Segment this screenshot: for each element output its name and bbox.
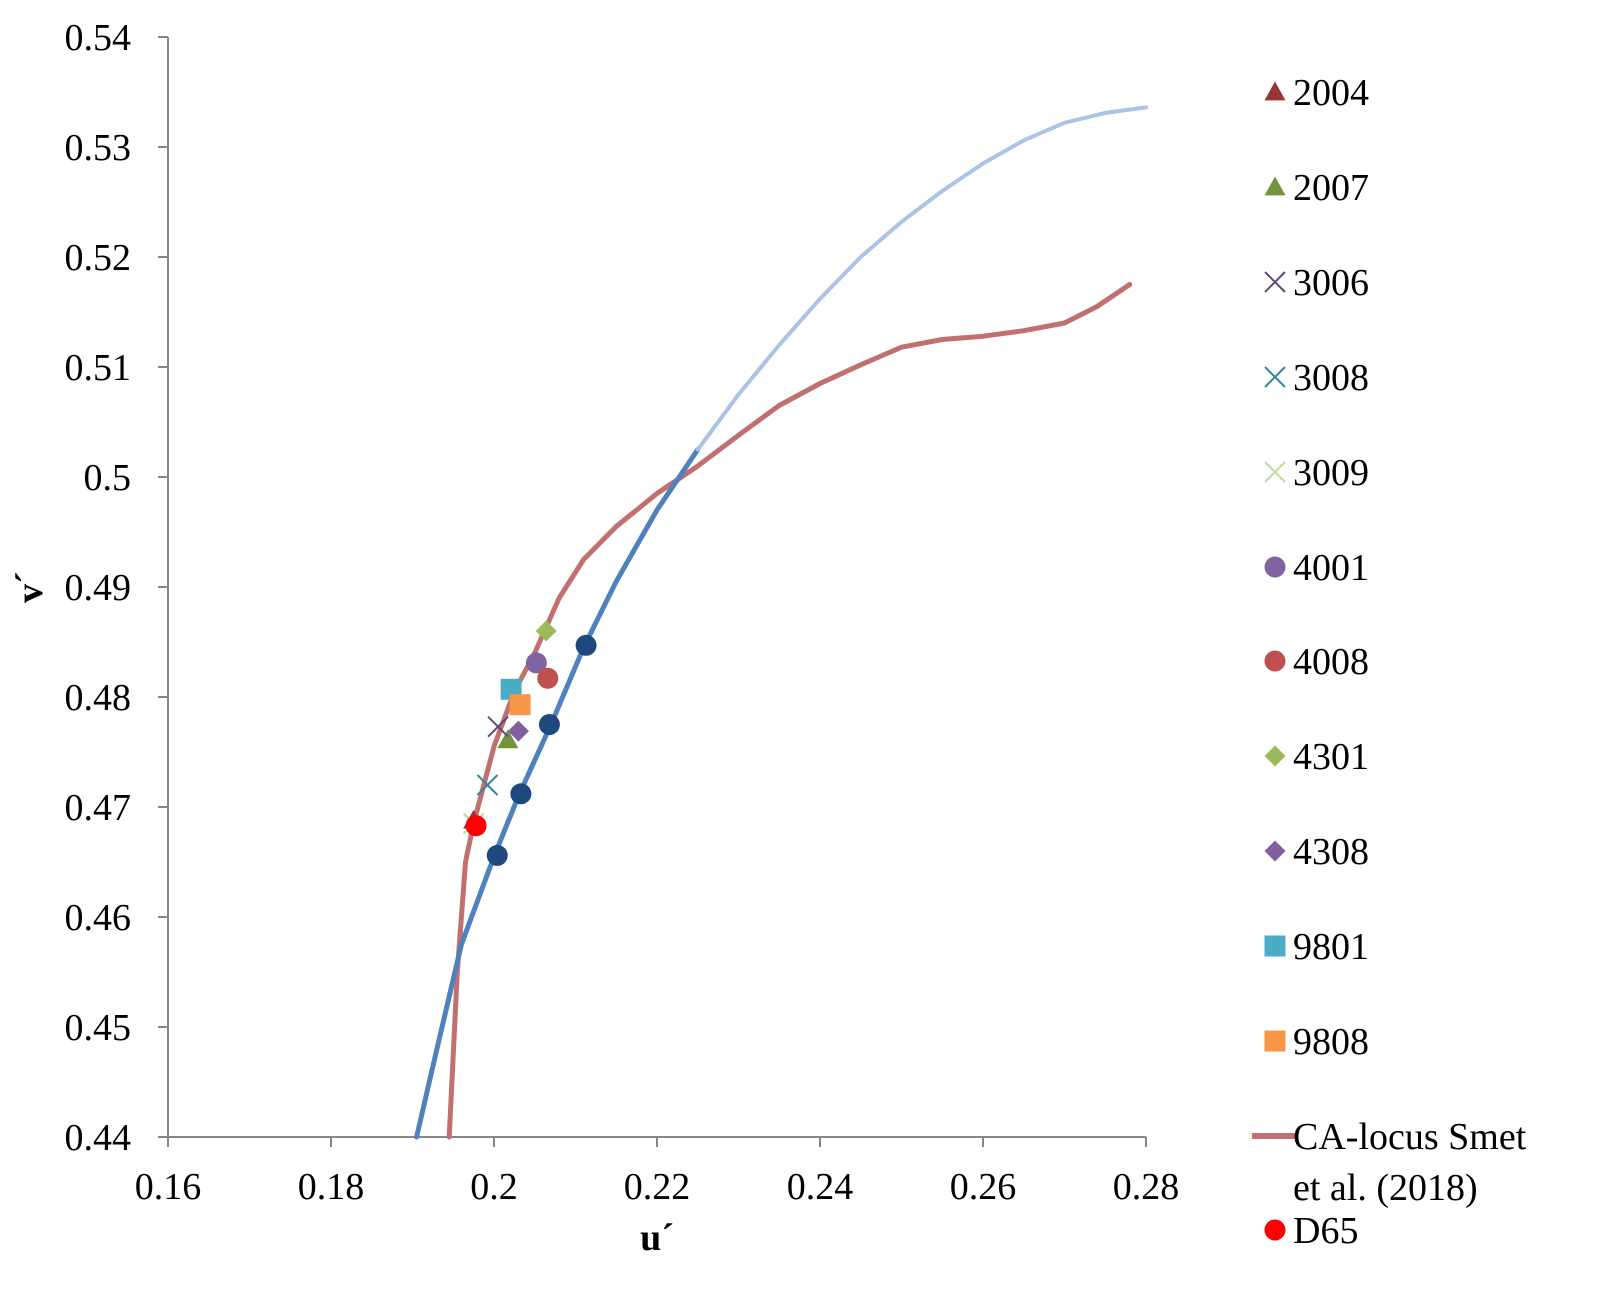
data-point xyxy=(507,720,529,742)
y-tick-label: 0.48 xyxy=(65,677,132,719)
plot-area: 0.16 0.18 0.2 0.22 0.24 0.26 0.28 0.44 0.45 0.46… xyxy=(65,17,1180,1208)
legend-label: 3009 xyxy=(1293,452,1369,494)
legend-marker xyxy=(1264,840,1286,862)
legend-marker xyxy=(1264,556,1286,578)
legend-label: 4308 xyxy=(1293,831,1369,873)
x-axis-title: u´ xyxy=(640,1217,674,1259)
data-point xyxy=(525,652,547,674)
legend-marker xyxy=(1264,1030,1286,1052)
y-tick-label: 0.49 xyxy=(65,567,132,609)
legend-label: D65 xyxy=(1293,1210,1358,1252)
data-point xyxy=(535,620,557,642)
legend-marker xyxy=(1264,461,1286,483)
x-tick-label: 0.16 xyxy=(135,1166,202,1208)
legend-marker xyxy=(1264,935,1286,957)
data-point xyxy=(538,714,560,735)
y-ticks: 0.44 0.45 0.46 0.47 0.48 0.49 0.5 0.51 0.52 0.53 0… xyxy=(65,17,168,1159)
y-tick-label: 0.46 xyxy=(65,897,132,939)
legend-label: CA-locus Smet et al. (2018) xyxy=(1293,1116,1527,1209)
x-tick-label: 0.18 xyxy=(298,1166,365,1208)
series-line xyxy=(446,282,1133,1140)
legend-label: 3008 xyxy=(1293,357,1369,399)
data-point xyxy=(510,783,532,805)
data-point xyxy=(487,715,509,738)
legend-marker xyxy=(1264,745,1286,767)
legend: 2004 2007 3006 3008 3009 4001 4008 4301 4308 9801… xyxy=(1251,72,1527,1252)
y-tick-label: 0.51 xyxy=(65,347,132,389)
x-tick-label: 0.26 xyxy=(950,1166,1017,1208)
y-tick-label: 0.45 xyxy=(65,1007,132,1049)
legend-label: 9808 xyxy=(1293,1021,1369,1063)
legend-label: 2007 xyxy=(1293,167,1369,209)
legend-marker xyxy=(1264,271,1286,293)
y-tick-label: 0.5 xyxy=(84,457,132,499)
y-axis-title: v´ xyxy=(9,571,51,603)
x-ticks: 0.16 0.18 0.2 0.22 0.24 0.26 0.28 xyxy=(135,1137,1180,1208)
legend-label: 2004 xyxy=(1293,72,1369,114)
legend-label: 3006 xyxy=(1293,262,1369,304)
legend-marker xyxy=(1264,81,1286,101)
legend-label: 4001 xyxy=(1293,547,1369,589)
legend-label: 4301 xyxy=(1293,736,1369,778)
data-point xyxy=(497,729,519,749)
x-tick-label: 0.24 xyxy=(787,1166,854,1208)
points-layer xyxy=(462,620,597,866)
y-tick-label: 0.44 xyxy=(65,1117,132,1159)
data-point xyxy=(486,844,508,866)
data-point xyxy=(537,667,559,689)
x-tick-label: 0.22 xyxy=(624,1166,691,1208)
x-tick-label: 0.28 xyxy=(1113,1166,1180,1208)
series-line xyxy=(695,105,1148,452)
legend-label: 9801 xyxy=(1293,926,1369,968)
x-tick-label: 0.2 xyxy=(470,1166,518,1208)
y-tick-label: 0.47 xyxy=(65,787,132,829)
lines-layer xyxy=(414,105,1148,1140)
data-point xyxy=(476,774,499,796)
legend-marker xyxy=(1264,176,1286,196)
data-point xyxy=(509,694,531,716)
legend-label: 4008 xyxy=(1293,641,1369,683)
y-tick-label: 0.54 xyxy=(65,17,132,59)
legend-marker xyxy=(1264,366,1286,388)
data-point xyxy=(575,634,597,656)
y-tick-label: 0.52 xyxy=(65,237,132,279)
data-point xyxy=(465,815,487,837)
y-tick-label: 0.53 xyxy=(65,127,132,169)
legend-marker xyxy=(1264,1219,1286,1241)
legend-marker xyxy=(1264,650,1286,672)
series-line xyxy=(414,447,701,1140)
